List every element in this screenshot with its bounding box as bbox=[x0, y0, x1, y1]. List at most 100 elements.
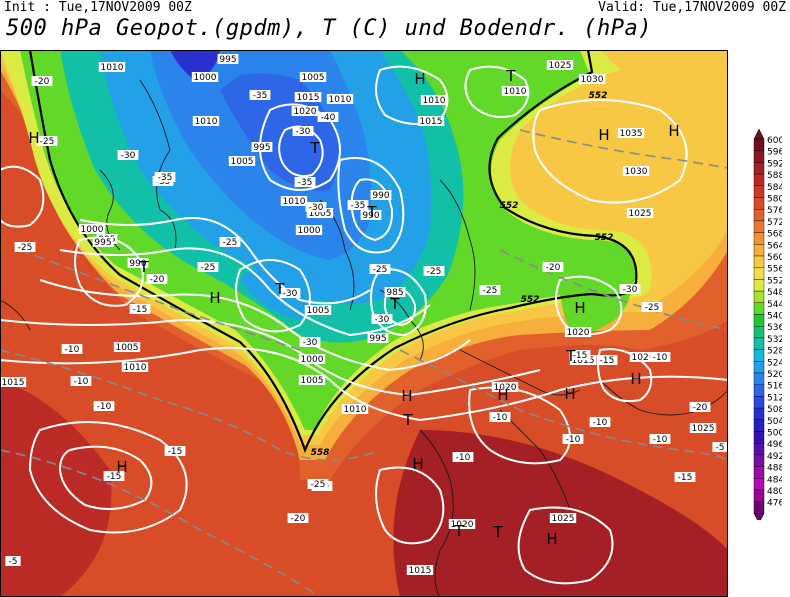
isobar-label-text: 1000 bbox=[194, 73, 217, 83]
isotherm-label-text: -20 bbox=[150, 275, 165, 285]
isobar-label: 985 bbox=[384, 287, 406, 298]
isobar-label: 1010 bbox=[341, 404, 369, 415]
low-pressure-marker: T bbox=[274, 280, 285, 298]
isotherm-label-box bbox=[596, 355, 618, 365]
isotherm-label: -30 bbox=[292, 126, 314, 137]
isotherm-label: -25 bbox=[423, 266, 445, 277]
isotherm-label: -10 bbox=[61, 344, 83, 355]
isobar-label: 1000 bbox=[78, 224, 106, 235]
legend-swatch bbox=[753, 361, 765, 374]
isobar-label: 995 bbox=[251, 142, 273, 153]
high-pressure-marker: H bbox=[497, 386, 508, 404]
isotherm-label-box bbox=[562, 434, 584, 444]
isobar-label: 1010 bbox=[420, 95, 448, 106]
isotherm-label-text: -30 bbox=[296, 127, 311, 137]
isobar-label-box bbox=[192, 116, 220, 126]
isobar-label-text: 1025 bbox=[549, 61, 572, 71]
isobar-label-box bbox=[617, 128, 645, 138]
isobar-label-box bbox=[549, 513, 577, 523]
high-pressure-marker: H bbox=[414, 70, 425, 88]
isobar-label-text: 1000 bbox=[298, 226, 321, 236]
legend-swatch bbox=[753, 314, 765, 327]
isotherm-label-box bbox=[371, 314, 393, 324]
legend-arrow-bottom bbox=[753, 513, 765, 520]
isobar-label-box bbox=[217, 54, 239, 64]
isotherm-label-box bbox=[70, 376, 92, 386]
isobar-label-box bbox=[98, 62, 126, 72]
low-pressure-marker: T bbox=[389, 295, 400, 313]
isobar-label: 1005 bbox=[306, 208, 334, 219]
legend-label: 568 bbox=[767, 230, 782, 240]
isobar-label: 990 bbox=[370, 190, 392, 201]
legend-swatch bbox=[753, 244, 765, 257]
isotherm-label-text: -35 bbox=[158, 173, 173, 183]
isobar-label-text: 1005 bbox=[301, 376, 324, 386]
isobar-label-box bbox=[298, 354, 326, 364]
legend-label: 556 bbox=[767, 265, 782, 275]
legend-label: 512 bbox=[767, 393, 782, 403]
isobar-label: 1010 bbox=[121, 362, 149, 373]
isotherm-label: -15 bbox=[596, 355, 618, 366]
low-pressure-marker: T bbox=[505, 67, 516, 85]
isotherm-label-text: -40 bbox=[321, 113, 336, 123]
isotherm-label-box bbox=[305, 202, 327, 212]
isobar-label-box bbox=[304, 305, 332, 315]
isotherm-label: -30 bbox=[305, 202, 327, 213]
isobar-label: 1010 bbox=[192, 116, 220, 127]
isotherm-label-box bbox=[287, 513, 309, 523]
isobar-label: 1005 bbox=[304, 305, 332, 316]
high-pressure-marker: H bbox=[401, 387, 412, 405]
isotherm-label-box bbox=[197, 262, 219, 272]
legend-swatch bbox=[753, 407, 765, 421]
isobar-label: 1030 bbox=[578, 74, 606, 85]
legend-label: 548 bbox=[767, 288, 782, 298]
isobar-label-box bbox=[280, 196, 308, 206]
isobar-label-box bbox=[295, 225, 323, 235]
isotherm-label-text: -35 bbox=[298, 178, 313, 188]
map-title: 500 hPa Geopot.(gpdm), T (C) und Bodendr… bbox=[6, 16, 653, 41]
isobar-label-box bbox=[384, 287, 406, 297]
isobar-label-text: 1005 bbox=[307, 306, 330, 316]
isotherm-label-text: -10 bbox=[566, 435, 581, 445]
isobar-label-text: 990 bbox=[129, 259, 146, 269]
isotherm-label: -15 bbox=[103, 471, 125, 482]
legend-swatch bbox=[753, 232, 765, 245]
isobar-label: 1015 bbox=[0, 377, 27, 388]
isobar-label-text: 1030 bbox=[581, 75, 604, 85]
isotherm-label: -35 bbox=[249, 90, 271, 101]
high-pressure-marker: H bbox=[28, 129, 39, 147]
isobar-label-text: 1010 bbox=[283, 197, 306, 207]
pressure-labels: 1010100099510051015101010209951010100510… bbox=[0, 54, 717, 576]
isotherm-label: -25 bbox=[14, 242, 36, 253]
isotherm-label: -35 bbox=[294, 177, 316, 188]
isobar-label-text: 1025 bbox=[692, 424, 715, 434]
isotherm-label-text: -25 bbox=[18, 243, 33, 253]
geopotential-labels: 552 552 552 552 558 bbox=[311, 91, 614, 458]
isobar-label-text: 1030 bbox=[625, 167, 648, 177]
legend-swatch bbox=[753, 267, 765, 280]
isobar-label-text: 1035 bbox=[620, 129, 643, 139]
isotherm-label: -20 bbox=[689, 402, 711, 413]
legend-label: 528 bbox=[767, 347, 782, 357]
isotherm-label-box bbox=[36, 136, 58, 146]
isobar-label-box bbox=[578, 74, 606, 84]
isotherm-label-text: -20 bbox=[546, 263, 561, 273]
isotherm-label-box bbox=[93, 401, 115, 411]
legend-swatch bbox=[753, 372, 765, 385]
isotherm-label-text: -30 bbox=[303, 338, 318, 348]
high-pressure-marker: H bbox=[209, 289, 220, 307]
isotherm-label-box bbox=[299, 337, 321, 347]
isobar-label: 1030 bbox=[622, 166, 650, 177]
isobar-label: 1005 bbox=[113, 342, 141, 353]
isotherm-label: -30 bbox=[117, 150, 139, 161]
isobar-label-text: 1010 bbox=[101, 63, 124, 73]
color-legend: 6005965925885845805765725685645605565525… bbox=[753, 128, 782, 520]
contour-552-label: 552 bbox=[589, 91, 608, 101]
isobar-label-box bbox=[291, 106, 319, 116]
isobar-label-box bbox=[326, 94, 354, 104]
dark-blue-core bbox=[220, 73, 339, 191]
legend-label: 584 bbox=[767, 183, 782, 193]
isobar-label: 1020 bbox=[491, 382, 519, 393]
isotherm-label: -10 bbox=[589, 417, 611, 428]
legend-label: 596 bbox=[767, 148, 782, 158]
